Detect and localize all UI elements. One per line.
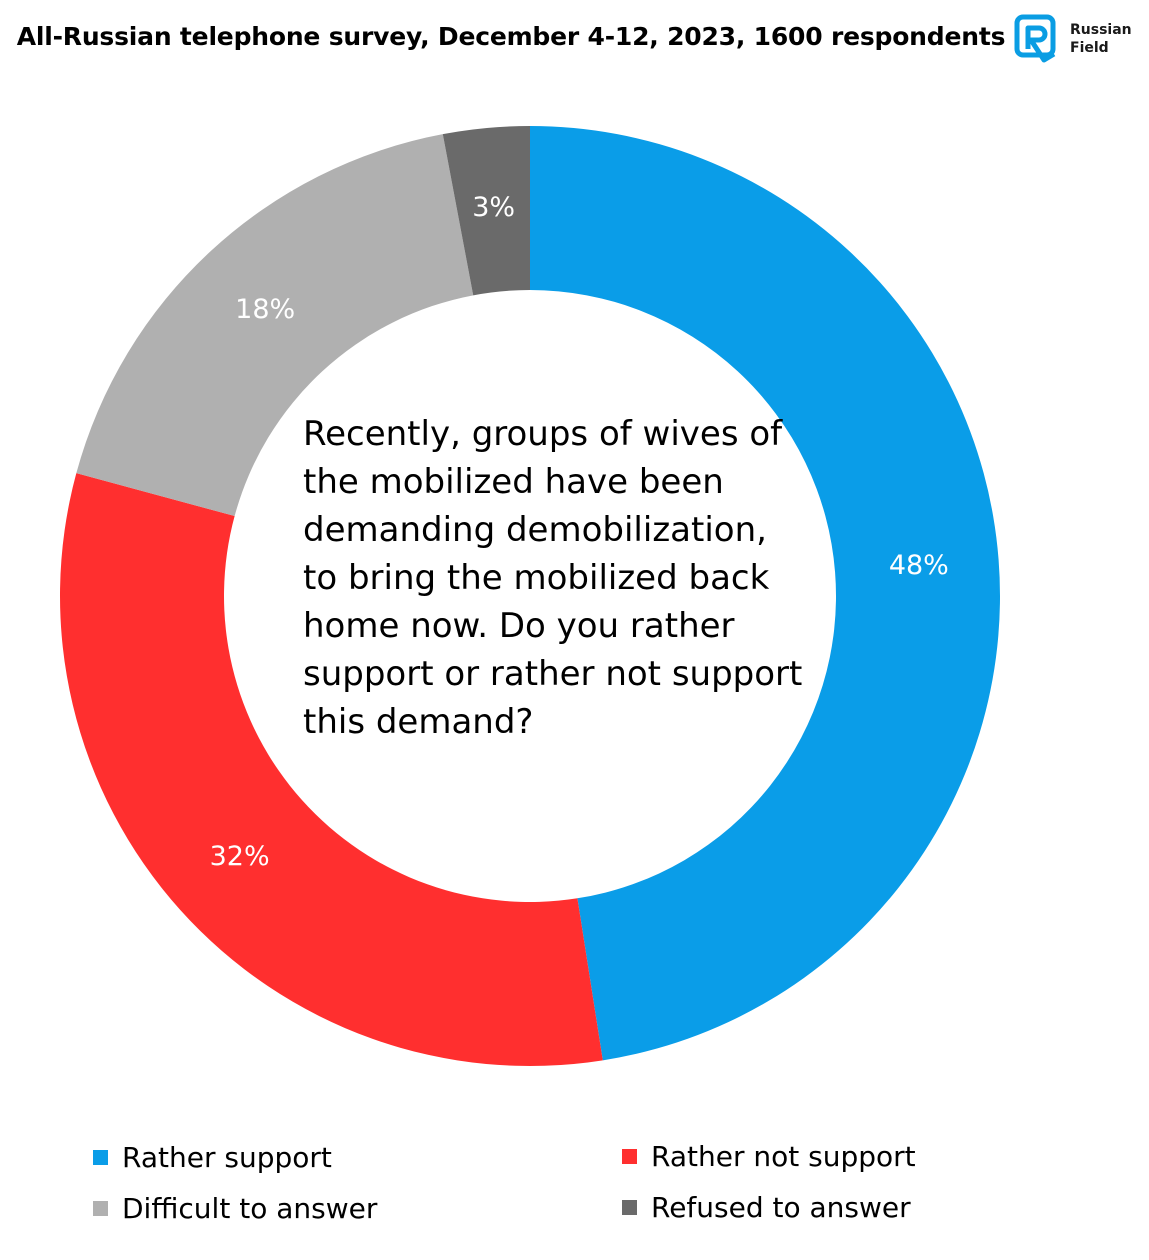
legend-item-rather-not-support: Rather not support <box>622 1136 916 1176</box>
slice-refused-to-answer <box>442 126 530 296</box>
legend-item-rather-support: Rather support <box>93 1137 332 1177</box>
legend-swatch <box>93 1200 108 1216</box>
legend-label: Refused to answer <box>651 1190 911 1224</box>
legend-label: Difficult to answer <box>122 1191 378 1225</box>
legend-label: Rather support <box>122 1140 332 1174</box>
slice-rather-not-support <box>60 473 603 1066</box>
donut-chart: 48% 32% 18% 3% <box>60 126 1000 1066</box>
donut-slice-labels: 48% 32% 18% 3% <box>210 192 949 872</box>
slice-value-label: 3% <box>472 192 515 223</box>
logo-line-2: Field <box>1070 40 1109 56</box>
legend-swatch <box>93 1149 108 1165</box>
slice-rather-support <box>530 126 1000 1061</box>
legend-label: Rather not support <box>651 1139 916 1173</box>
legend-swatch <box>622 1148 637 1164</box>
slice-value-label: 48% <box>889 550 949 581</box>
logo-line-1: Russian <box>1070 22 1132 38</box>
survey-title: All-Russian telephone survey, December 4… <box>16 22 1006 51</box>
donut-slices <box>60 126 1000 1066</box>
slice-value-label: 18% <box>235 294 295 325</box>
legend-swatch <box>622 1199 637 1215</box>
legend-item-refused-to-answer: Refused to answer <box>622 1187 911 1227</box>
survey-question: Recently, groups of wives of the mobiliz… <box>303 414 803 742</box>
russian-field-logo: Russian Field <box>1014 14 1134 66</box>
slice-value-label: 32% <box>210 841 270 872</box>
russian-field-logo-icon <box>1014 14 1056 63</box>
slice-difficult-to-answer <box>76 134 474 517</box>
legend-item-difficult-to-answer: Difficult to answer <box>93 1188 377 1228</box>
logo-wordmark: Russian Field <box>1070 21 1132 57</box>
